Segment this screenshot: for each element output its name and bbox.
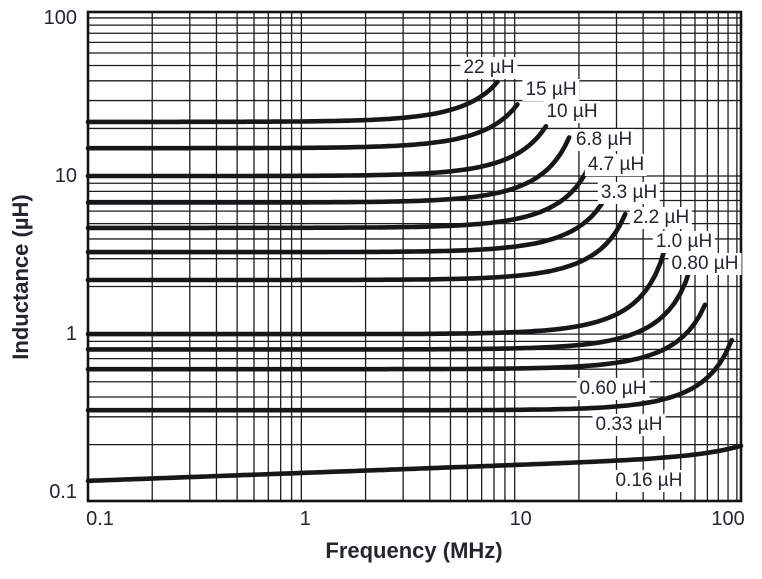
curve-label-22uH: 22 µH (460, 57, 518, 79)
y-tick-label-100: 100 (43, 6, 77, 29)
curve-3p3uH (85, 186, 613, 255)
grid-lines (88, 12, 741, 501)
curve-label-15uH: 15 µH (522, 79, 580, 101)
curve-4p7uH (85, 162, 593, 231)
x-tick-label-1: 1 (299, 508, 311, 530)
curve-label-10uH: 10 µH (543, 101, 601, 123)
curve-22uH (85, 79, 500, 125)
curve-label-0p8uH: 0.80 µH (668, 253, 742, 275)
curve-label-6p8uH: 6.8 µH (572, 129, 636, 151)
curve-0p16uH (85, 443, 744, 484)
curve-15uH (85, 102, 520, 151)
x-tick-label-10: 10 (509, 508, 532, 530)
curve-label-0p16uH: 0.16 µH (612, 470, 686, 492)
curve-6p8uH (85, 135, 572, 205)
y-tick-label-10: 10 (54, 165, 77, 188)
x-tick-label-100: 100 (711, 508, 745, 530)
inductance-curves (85, 79, 744, 484)
y-tick-label-1: 1 (65, 323, 77, 346)
curve-0p6uH (85, 302, 708, 372)
curve-label-4p7uH: 4.7 µH (584, 154, 648, 176)
curve-label-1uH: 1.0 µH (652, 231, 716, 253)
x-tick-label-0.1: 0.1 (86, 508, 114, 530)
y-axis-title: Inductance (µH) (8, 194, 33, 360)
x-axis-title: Frequency (MHz) (325, 538, 503, 563)
y-tick-label-0.1: 0.1 (49, 481, 77, 504)
curve-label-2p2uH: 2.2 µH (629, 207, 693, 229)
curve-10uH (85, 124, 549, 179)
curve-2p2uH (85, 211, 628, 283)
curve-label-3p3uH: 3.3 µH (597, 182, 661, 204)
curve-label-0p6uH: 0.60 µH (576, 378, 650, 400)
curve-0p33uH (85, 337, 735, 413)
curve-1uH (85, 243, 669, 337)
curve-0p8uH (85, 264, 694, 352)
curve-label-0p33uH: 0.33 µH (592, 414, 666, 436)
